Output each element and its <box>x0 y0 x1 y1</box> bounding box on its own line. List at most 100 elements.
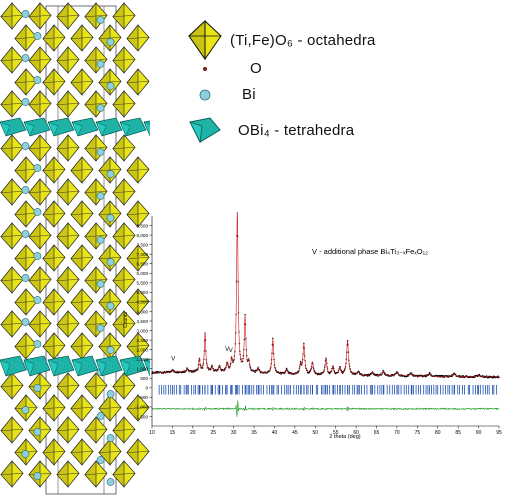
octahedron-35 <box>0 178 24 206</box>
octahedron-22 <box>56 90 80 118</box>
bi-atom-3 <box>106 38 115 46</box>
octahedron-52 <box>70 244 94 272</box>
y-tick-label: 8,000 <box>137 233 149 238</box>
observed-point <box>183 371 185 374</box>
observed-point <box>190 369 192 372</box>
x-tick-label: 30 <box>231 430 237 436</box>
legend-label-tetrahedra: OBi₄ - tetrahedra <box>238 121 355 139</box>
y-tick-label: 4,500 <box>137 300 149 305</box>
y-tick-label: 6,000 <box>137 271 149 276</box>
y-axis-label: Counts <box>123 312 129 328</box>
y-tick-label: 5,000 <box>137 290 149 295</box>
bi-atom-15 <box>106 170 115 178</box>
octahedron-81 <box>42 394 66 422</box>
chart-annotation: V - additional phase Bi₄Ti₃₋ₓFeₓO₁₂ <box>312 247 428 256</box>
y-tick-label: 5,500 <box>137 281 149 286</box>
octahedron-67 <box>56 310 80 338</box>
bi-atom-27 <box>106 302 115 310</box>
chart-svg: 10 15 20 25 30 35 40 45 50 55 60 65 70 75 80 85 90 95 -1,5… <box>123 208 502 440</box>
octahedron-59 <box>112 266 136 294</box>
bi-atom-7 <box>106 82 115 90</box>
bi-atom-17 <box>96 192 105 200</box>
x-tick-label: 60 <box>353 430 359 436</box>
octahedron-83 <box>98 394 122 422</box>
x-tick-label: 10 <box>149 430 155 436</box>
octahedron-15 <box>14 68 38 96</box>
octahedron-55 <box>0 266 24 294</box>
bi-atom-1 <box>96 16 105 24</box>
octahedron-4 <box>112 2 136 30</box>
y-tick-label: 7,500 <box>137 242 149 247</box>
observed-point <box>286 367 288 370</box>
octahedron-26 <box>28 134 52 162</box>
bi-atom-30 <box>33 340 42 348</box>
octahedron-95 <box>0 460 24 488</box>
y-tick-label: 0 <box>145 386 148 391</box>
x-tick-label: 75 <box>415 430 421 436</box>
y-tick-label: 1,000 <box>137 367 149 372</box>
bi-atom-14 <box>33 164 42 172</box>
x-tick-label: 40 <box>272 430 278 436</box>
octahedron-13 <box>84 46 108 74</box>
observed-point <box>244 314 246 316</box>
octahedron-30 <box>14 156 38 184</box>
y-tick-label: -1,000 <box>135 405 148 410</box>
octahedron-73 <box>98 332 122 360</box>
bi-atom-34 <box>33 384 42 392</box>
y-tick-label: 6,500 <box>137 262 149 267</box>
octahedron-44 <box>126 200 150 228</box>
octahedron-39 <box>112 178 136 206</box>
observed-point <box>332 365 334 367</box>
octahedron-8 <box>98 24 122 52</box>
observed-point <box>279 371 282 374</box>
y-tick-label: 3,500 <box>137 319 149 324</box>
y-tick-label: -500 <box>139 395 149 400</box>
octahedron-10 <box>0 46 24 74</box>
octahedron-33 <box>98 156 122 184</box>
octahedron-28 <box>84 134 108 162</box>
observed-point <box>228 367 230 369</box>
additional-phase-marker: V <box>225 347 229 353</box>
y-tick-label: 1,500 <box>137 357 149 362</box>
octahedron-48 <box>84 222 108 250</box>
bi-atom-16 <box>21 186 30 194</box>
octahedron-64 <box>126 288 150 316</box>
octahedron-31 <box>42 156 66 184</box>
octahedron-91 <box>42 438 66 466</box>
octahedron-20 <box>0 90 24 118</box>
octahedron-94 <box>126 438 150 466</box>
octahedron-63 <box>98 288 122 316</box>
oxygen-dot-icon <box>180 64 230 74</box>
octahedron-51 <box>42 244 66 272</box>
octahedron-98 <box>84 460 108 488</box>
octahedron-54 <box>126 244 150 272</box>
legend-label-octahedra: (Ti,Fe)O₆ - octahedra <box>230 31 376 49</box>
octahedron-84 <box>126 394 150 422</box>
octahedron-37 <box>56 178 80 206</box>
x-axis-label: 2 theta (deg) <box>329 434 360 440</box>
x-tick-label: 90 <box>476 430 482 436</box>
octahedron-70 <box>14 332 38 360</box>
octahedron-12 <box>56 46 80 74</box>
octahedron-53 <box>98 244 122 272</box>
additional-phase-marker: V <box>229 348 233 354</box>
tetrahedra-layer-0 <box>0 117 171 137</box>
bi-atom-25 <box>96 280 105 288</box>
bi-atom-41 <box>96 456 105 464</box>
observed-point <box>272 337 274 340</box>
octahedron-34 <box>126 156 150 184</box>
bi-atom-0 <box>21 10 30 18</box>
octahedron-17 <box>70 68 94 96</box>
octahedron-72 <box>70 332 94 360</box>
octahedron-36 <box>28 178 52 206</box>
octahedron-69 <box>112 310 136 338</box>
octahedron-9 <box>126 24 150 52</box>
tetrahedron-icon <box>180 116 230 144</box>
bi-atom-42 <box>33 472 42 480</box>
octahedron-21 <box>28 90 52 118</box>
bi-atom-6 <box>33 76 42 84</box>
additional-phase-marker: V <box>171 356 175 362</box>
y-tick-label: 2,500 <box>137 338 149 343</box>
observed-point <box>368 374 371 377</box>
bi-atom-18 <box>33 208 42 216</box>
